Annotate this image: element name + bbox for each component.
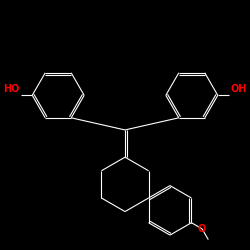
Text: HO: HO	[4, 84, 20, 94]
Text: O: O	[198, 224, 206, 234]
Text: OH: OH	[230, 84, 246, 94]
